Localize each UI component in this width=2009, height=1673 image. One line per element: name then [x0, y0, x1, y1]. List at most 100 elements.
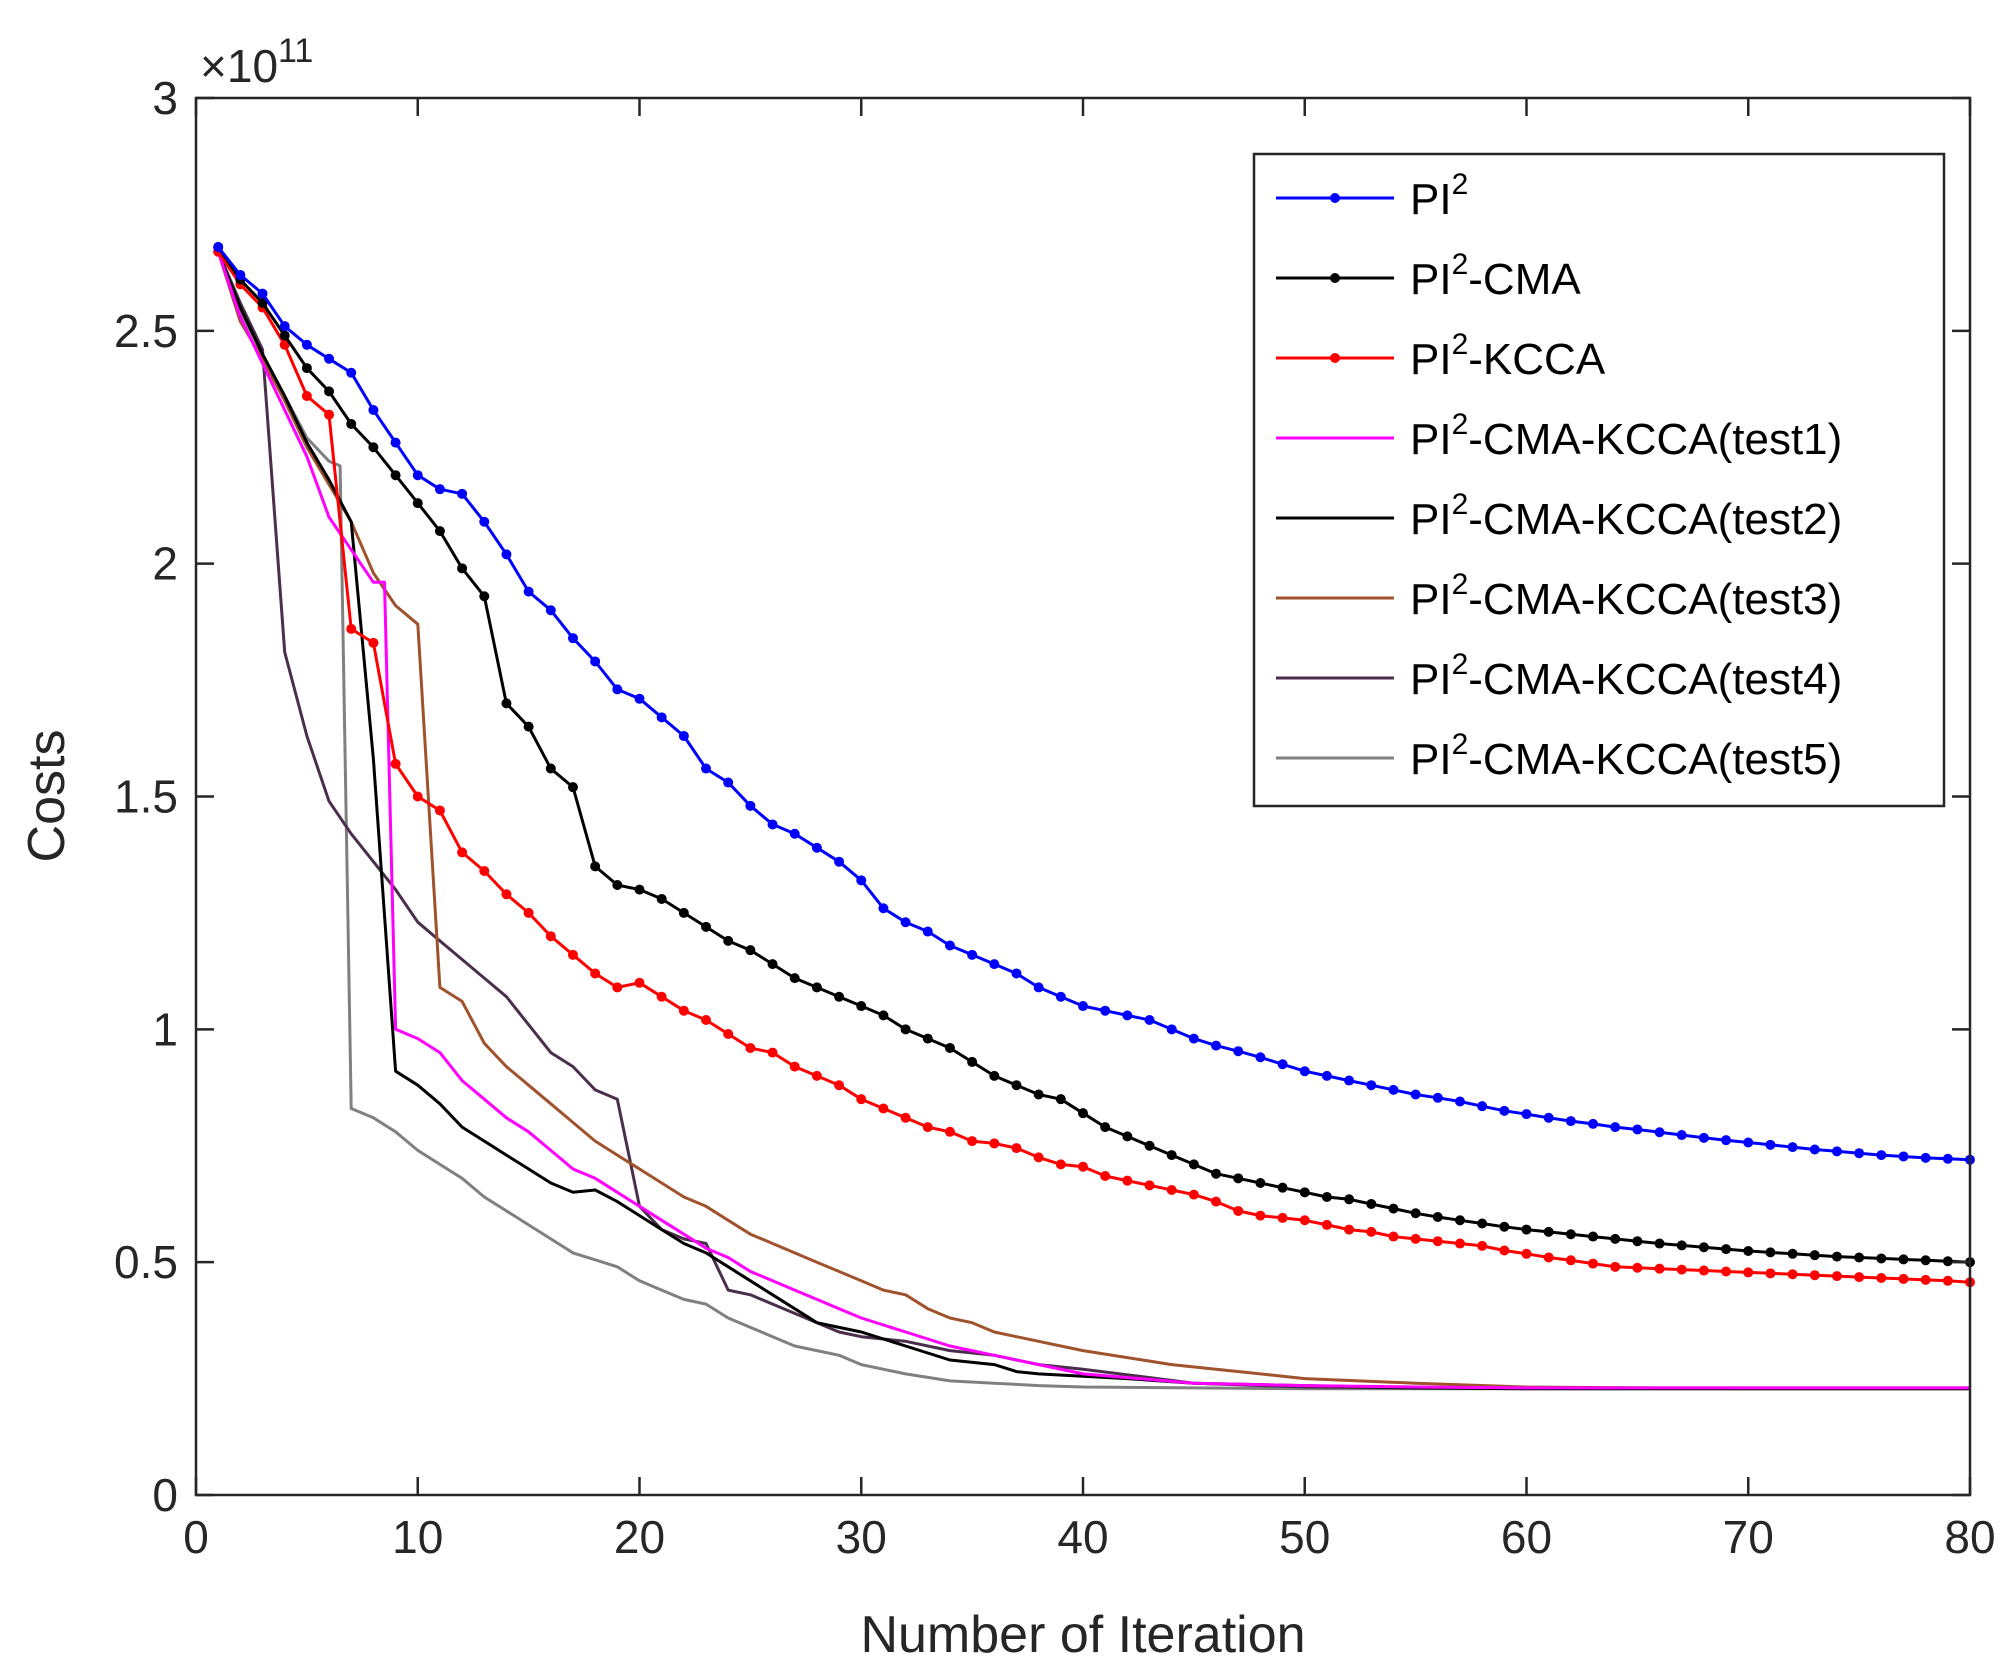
- legend-label: PI2-CMA: [1410, 248, 1581, 304]
- legend-label-base: PI: [1410, 255, 1452, 304]
- y-multiplier-exponent: 11: [278, 32, 313, 70]
- legend-label: PI2: [1410, 168, 1468, 224]
- data-point: [1743, 1267, 1754, 1278]
- data-point: [257, 297, 268, 308]
- data-point: [1521, 1224, 1532, 1235]
- data-point: [1920, 1152, 1931, 1163]
- data-point: [856, 875, 867, 886]
- legend-label: PI2-CMA-KCCA(test2): [1410, 488, 1842, 544]
- legend-label-sup: 2: [1452, 568, 1469, 601]
- data-point: [1299, 1066, 1310, 1077]
- data-point: [1255, 1178, 1266, 1189]
- data-point: [1033, 982, 1044, 993]
- data-point: [1011, 968, 1022, 979]
- legend-marker: [1330, 353, 1340, 363]
- series-1: [213, 242, 1975, 1165]
- data-point: [1920, 1274, 1931, 1285]
- data-point: [1277, 1059, 1288, 1070]
- data-point: [1721, 1135, 1732, 1146]
- data-point: [1366, 1080, 1377, 1091]
- data-point: [1898, 1254, 1909, 1265]
- data-point: [434, 484, 445, 495]
- data-point: [1233, 1173, 1244, 1184]
- plot-frame: [194, 96, 1972, 1497]
- data-point: [1499, 1245, 1510, 1256]
- data-point: [1188, 1159, 1199, 1170]
- data-point: [301, 339, 312, 350]
- legend-item-6: PI2-CMA-KCCA(test3): [1276, 568, 1842, 624]
- x-tick-label: 10: [392, 1511, 443, 1563]
- series-6: [216, 251, 1970, 1391]
- y-multiplier-base: ×10: [200, 40, 278, 92]
- data-point: [1166, 1024, 1177, 1035]
- data-point: [1410, 1208, 1421, 1219]
- data-point: [678, 730, 689, 741]
- data-point: [1344, 1224, 1355, 1235]
- data-point: [1144, 1180, 1155, 1191]
- legend-label-base: PI: [1410, 575, 1452, 624]
- legend-label: PI2-CMA-KCCA(test3): [1410, 568, 1842, 624]
- data-point: [479, 591, 490, 602]
- data-point: [545, 605, 556, 616]
- data-point: [479, 516, 490, 527]
- data-point: [944, 1042, 955, 1053]
- data-point: [900, 917, 911, 928]
- data-point: [1876, 1253, 1887, 1264]
- data-point: [346, 418, 357, 429]
- data-point: [1078, 1161, 1088, 1172]
- legend-item-4: PI2-CMA-KCCA(test1): [1276, 408, 1842, 464]
- data-point: [324, 386, 335, 397]
- x-axis-title: Number of Iteration: [860, 1606, 1305, 1664]
- data-point: [1299, 1215, 1310, 1226]
- data-point: [1366, 1198, 1377, 1209]
- data-point: [1565, 1116, 1576, 1127]
- y-axis-title: Costs: [18, 730, 76, 863]
- data-point: [789, 1061, 800, 1072]
- data-point: [1011, 1080, 1022, 1091]
- data-point: [767, 1047, 778, 1058]
- legend-label-suffix: -CMA-KCCA(test1): [1468, 415, 1842, 464]
- data-point: [1942, 1256, 1953, 1267]
- data-point: [767, 959, 778, 970]
- data-point: [590, 656, 601, 667]
- data-point: [1543, 1112, 1554, 1123]
- data-point: [989, 1070, 1000, 1081]
- data-point: [1454, 1096, 1465, 1107]
- legend-label-suffix: -KCCA: [1468, 335, 1606, 384]
- data-point: [1632, 1124, 1643, 1135]
- data-point: [944, 1126, 955, 1137]
- series-line: [216, 251, 1970, 1390]
- data-point: [390, 437, 401, 448]
- data-point: [1610, 1122, 1621, 1133]
- data-point: [501, 698, 512, 709]
- data-point: [368, 404, 379, 415]
- data-point: [523, 721, 534, 732]
- data-point: [1942, 1153, 1953, 1164]
- data-point: [1078, 1108, 1088, 1119]
- data-point: [1698, 1265, 1709, 1276]
- y-tick-label: 2: [152, 538, 178, 590]
- data-point: [1942, 1275, 1953, 1286]
- data-point: [1211, 1040, 1222, 1051]
- data-point: [368, 637, 379, 648]
- data-point: [1831, 1251, 1842, 1262]
- data-point: [1122, 1010, 1133, 1021]
- series-line: [216, 251, 1970, 1391]
- series-layer: [213, 242, 1975, 1391]
- data-point: [1321, 1070, 1332, 1081]
- legend-marker: [1330, 193, 1340, 203]
- legend-label: PI2-CMA-KCCA(test5): [1410, 728, 1842, 784]
- data-point: [944, 940, 955, 951]
- data-point: [878, 903, 889, 914]
- data-point: [878, 1103, 889, 1114]
- data-point: [213, 242, 224, 253]
- data-point: [1876, 1150, 1887, 1161]
- data-point: [1698, 1242, 1709, 1253]
- data-point: [922, 926, 933, 937]
- data-point: [1809, 1144, 1820, 1155]
- x-tick-label: 20: [614, 1511, 665, 1563]
- legend-label-sup: 2: [1452, 488, 1469, 521]
- data-point: [235, 269, 246, 280]
- data-point: [301, 363, 312, 374]
- data-point: [324, 409, 335, 420]
